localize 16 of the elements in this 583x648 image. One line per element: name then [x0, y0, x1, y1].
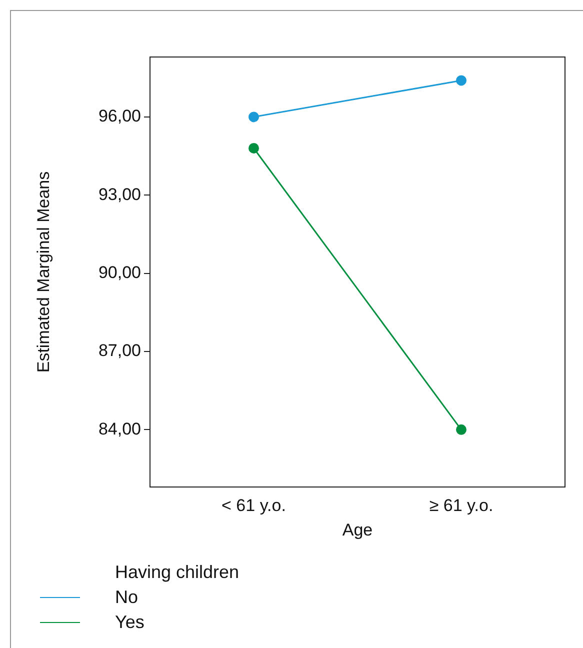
y-tick-label: 93,00: [98, 184, 141, 204]
x-tick-label: ≥ 61 y.o.: [429, 496, 494, 515]
legend-label: Yes: [115, 612, 144, 633]
point: [248, 112, 259, 122]
y-tick-label: 90,00: [98, 262, 141, 282]
y-tick-label: 96,00: [98, 106, 141, 126]
y-axis-title: Estimated Marginal Means: [34, 171, 53, 373]
point: [456, 75, 466, 86]
y-tick-label: 84,00: [98, 419, 141, 438]
x-tick-label: < 61 y.o.: [222, 496, 286, 515]
y-tick-label: 87,00: [98, 341, 141, 360]
x-axis-title: Age: [342, 520, 373, 540]
legend-label: No: [115, 587, 138, 608]
point: [248, 142, 259, 154]
legend-title: Having children: [115, 562, 240, 583]
point: [456, 424, 466, 435]
